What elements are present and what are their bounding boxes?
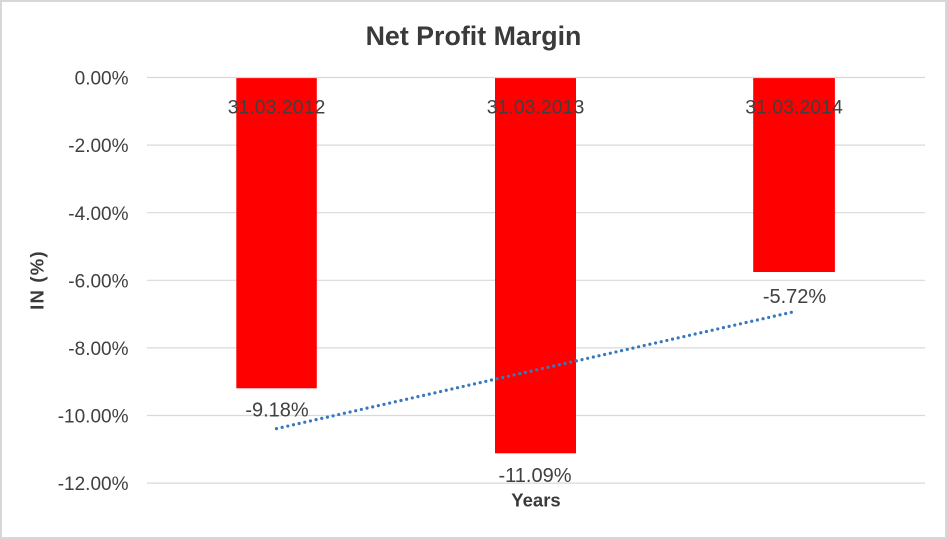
svg-text:-11.09%: -11.09% [498,465,571,487]
svg-text:Net Profit Margin: Net Profit Margin [366,21,582,51]
svg-text:0.00%: 0.00% [75,69,129,90]
svg-text:Years: Years [511,489,560,510]
svg-text:-6.00%: -6.00% [68,271,128,292]
svg-text:-4.00%: -4.00% [68,204,128,225]
svg-text:-12.00%: -12.00% [58,474,129,495]
svg-text:31.03.2012: 31.03.2012 [228,97,326,119]
svg-text:-2.00%: -2.00% [68,136,128,157]
svg-text:IN (%): IN (%) [27,250,48,310]
svg-text:-9.18%: -9.18% [245,400,309,422]
svg-text:31.03.2013: 31.03.2013 [487,97,585,119]
svg-text:-8.00%: -8.00% [68,339,128,360]
svg-text:-10.00%: -10.00% [58,407,129,428]
svg-text:31.03.2014: 31.03.2014 [745,97,843,119]
svg-text:-5.72%: -5.72% [763,286,827,308]
